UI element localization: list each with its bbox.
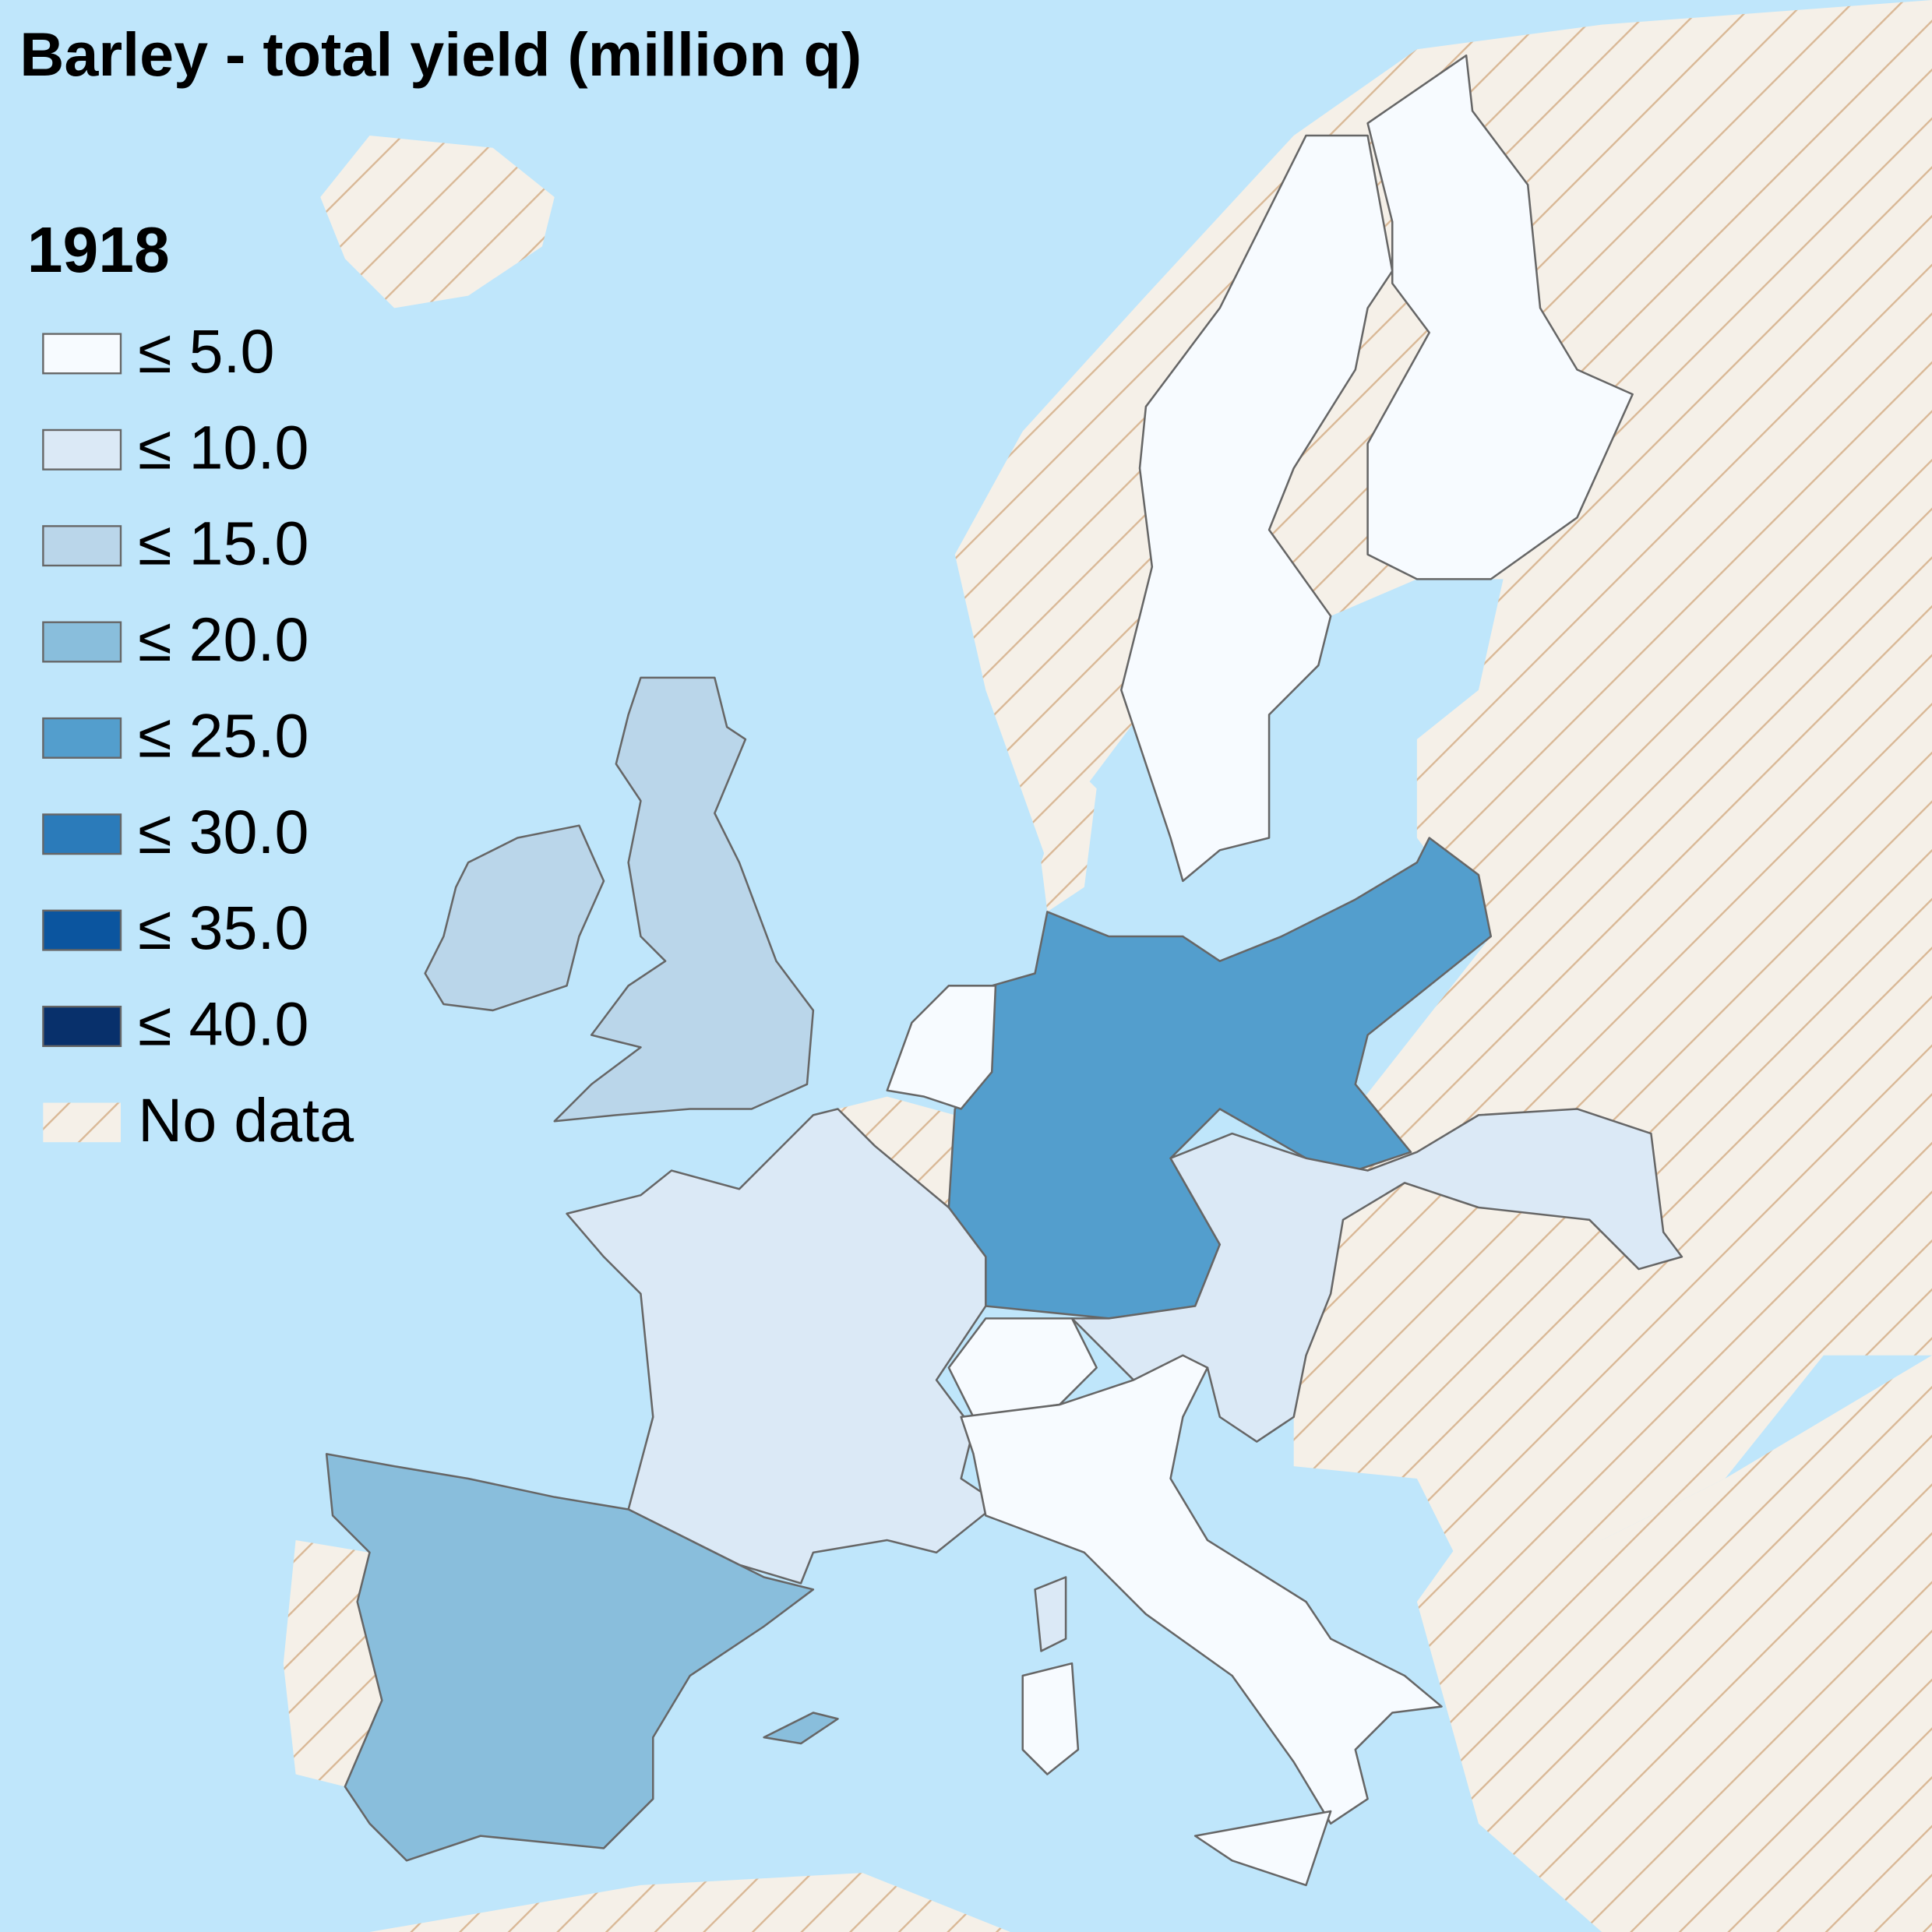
legend-swatch (42, 909, 122, 951)
austria-hungary (1070, 1108, 1683, 1443)
balearic (763, 1712, 839, 1745)
legend-title: 1918 (27, 215, 170, 286)
spain (325, 1453, 815, 1862)
legend-label: ≤ 15.0 (138, 509, 308, 578)
corsica (1034, 1576, 1067, 1652)
legend-label: ≤ 20.0 (138, 605, 308, 674)
legend-label: ≤ 5.0 (138, 316, 274, 386)
legend: ≤ 5.0 ≤ 10.0 ≤ 15.0 ≤ 20.0 ≤ 25.0 ≤ 30.0 ≤ 35.… (42, 316, 354, 1155)
legend-label: ≤ 35.0 (138, 893, 308, 962)
netherlands (886, 985, 997, 1110)
finland (1366, 54, 1634, 580)
legend-swatch (42, 717, 122, 759)
legend-label: ≤ 25.0 (138, 700, 308, 770)
legend-label: ≤ 30.0 (138, 797, 308, 866)
sweden (1120, 134, 1394, 883)
legend-swatch (42, 333, 122, 375)
great-britain (553, 676, 815, 1123)
legend-swatch (42, 428, 122, 471)
map-title: Barley - total yield (million q) (19, 19, 862, 89)
italy (960, 1354, 1443, 1825)
legend-label: ≤ 40.0 (138, 989, 308, 1059)
legend-label: ≤ 10.0 (138, 412, 308, 481)
legend-swatch (43, 1102, 121, 1143)
legend-swatch (42, 621, 122, 663)
legend-label: No data (138, 1085, 354, 1155)
sicily (1193, 1810, 1332, 1887)
countries (325, 54, 1683, 1887)
legend-swatch (42, 525, 122, 567)
legend-swatch (42, 1006, 122, 1047)
legend-swatch (42, 813, 122, 855)
ireland (424, 824, 605, 1012)
sardinia (1021, 1662, 1080, 1775)
